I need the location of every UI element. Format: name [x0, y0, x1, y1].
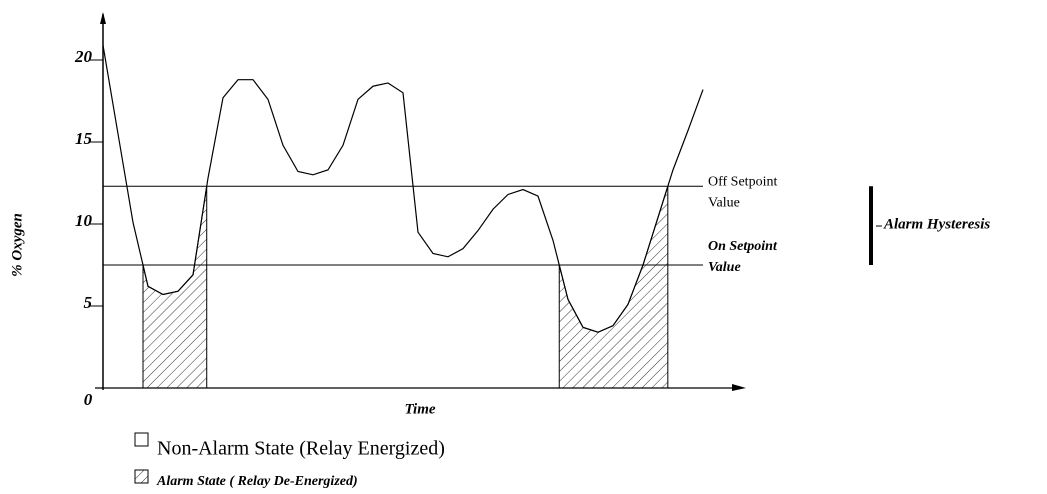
y-tick-label: 10 [75, 211, 93, 230]
legend-label: Non-Alarm State (Relay Energized) [157, 438, 445, 460]
setpoint-label: Value [708, 260, 741, 275]
alarm-region [558, 186, 669, 389]
legend-box-normal [134, 432, 149, 447]
y-tick-label: 15 [75, 129, 93, 148]
alarm-region [142, 186, 208, 389]
legend-box-alarm [134, 469, 149, 484]
hysteresis-label: Alarm Hysteresis [883, 216, 990, 232]
plot: 5 10 15 20 Off Setpoint Value On Setpoint Value… [74, 45, 990, 389]
y-tick-label: 20 [74, 47, 93, 66]
y-arrow [100, 12, 106, 24]
oxygen-line [102, 45, 704, 333]
setpoint-label: On Setpoint [708, 239, 778, 254]
setpoint-label: Value [708, 195, 740, 210]
legend-label: Alarm State ( Relay De-Energized) [156, 474, 358, 489]
origin-label: 0 [84, 390, 93, 409]
x-label: Time [404, 401, 435, 417]
x-arrow [732, 384, 746, 391]
y-tick-label: 5 [84, 293, 93, 312]
y-label: % Oxygen [9, 213, 25, 277]
setpoint-label: Off Setpoint [708, 174, 777, 189]
